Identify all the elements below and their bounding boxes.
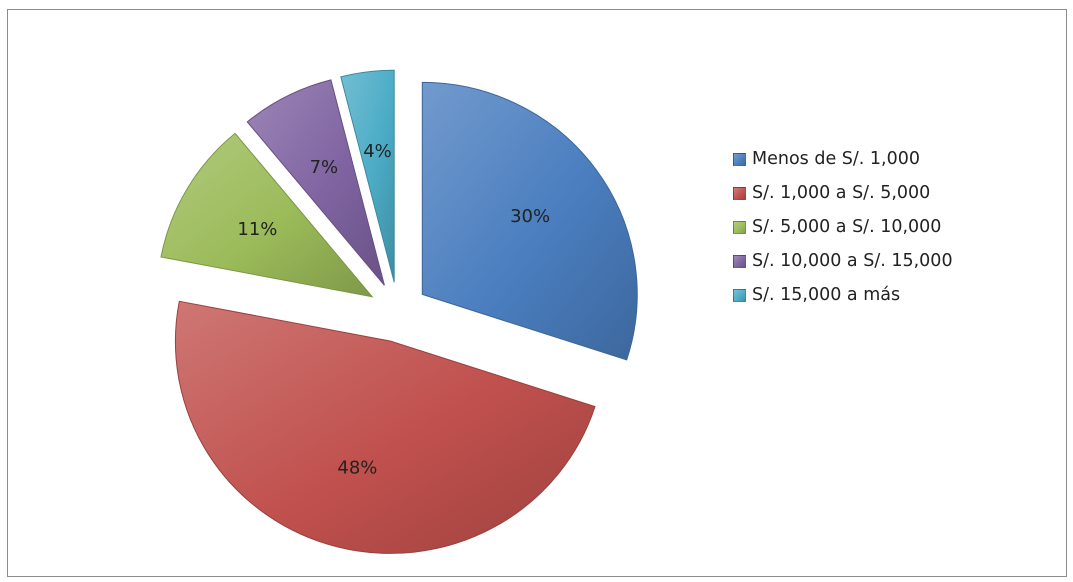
legend-item: S/. 5,000 a S/. 10,000 xyxy=(733,210,953,244)
legend-swatch xyxy=(733,220,746,234)
legend: Menos de S/. 1,000 S/. 1,000 a S/. 5,000… xyxy=(733,142,953,312)
legend-item: S/. 1,000 a S/. 5,000 xyxy=(733,176,953,210)
pie-data-label: 30% xyxy=(510,206,550,227)
pie-slice xyxy=(174,300,596,554)
legend-label: S/. 5,000 a S/. 10,000 xyxy=(752,217,942,237)
legend-swatch xyxy=(733,254,746,268)
legend-label: S/. 1,000 a S/. 5,000 xyxy=(752,183,931,203)
legend-swatch xyxy=(733,152,746,166)
pie-data-label: 4% xyxy=(363,141,392,162)
pie-data-label: 11% xyxy=(237,219,277,240)
pie-slice xyxy=(421,81,638,361)
pie-slices xyxy=(160,69,638,554)
pie-data-label: 7% xyxy=(310,157,339,178)
legend-swatch xyxy=(733,186,746,200)
pie-slice xyxy=(160,132,374,298)
legend-swatch xyxy=(733,288,746,302)
legend-label: Menos de S/. 1,000 xyxy=(752,149,921,169)
pie-slice xyxy=(246,79,385,286)
legend-label: S/. 10,000 a S/. 15,000 xyxy=(752,251,953,271)
legend-item: S/. 10,000 a S/. 15,000 xyxy=(733,244,953,278)
pie-data-label: 48% xyxy=(337,457,377,478)
legend-label: S/. 15,000 a más xyxy=(752,285,901,305)
legend-item: Menos de S/. 1,000 xyxy=(733,142,953,176)
pie-data-labels: 30% 48% 11% 7% 4% xyxy=(237,141,550,479)
pie-slice xyxy=(340,69,395,283)
legend-item: S/. 15,000 a más xyxy=(733,278,953,312)
